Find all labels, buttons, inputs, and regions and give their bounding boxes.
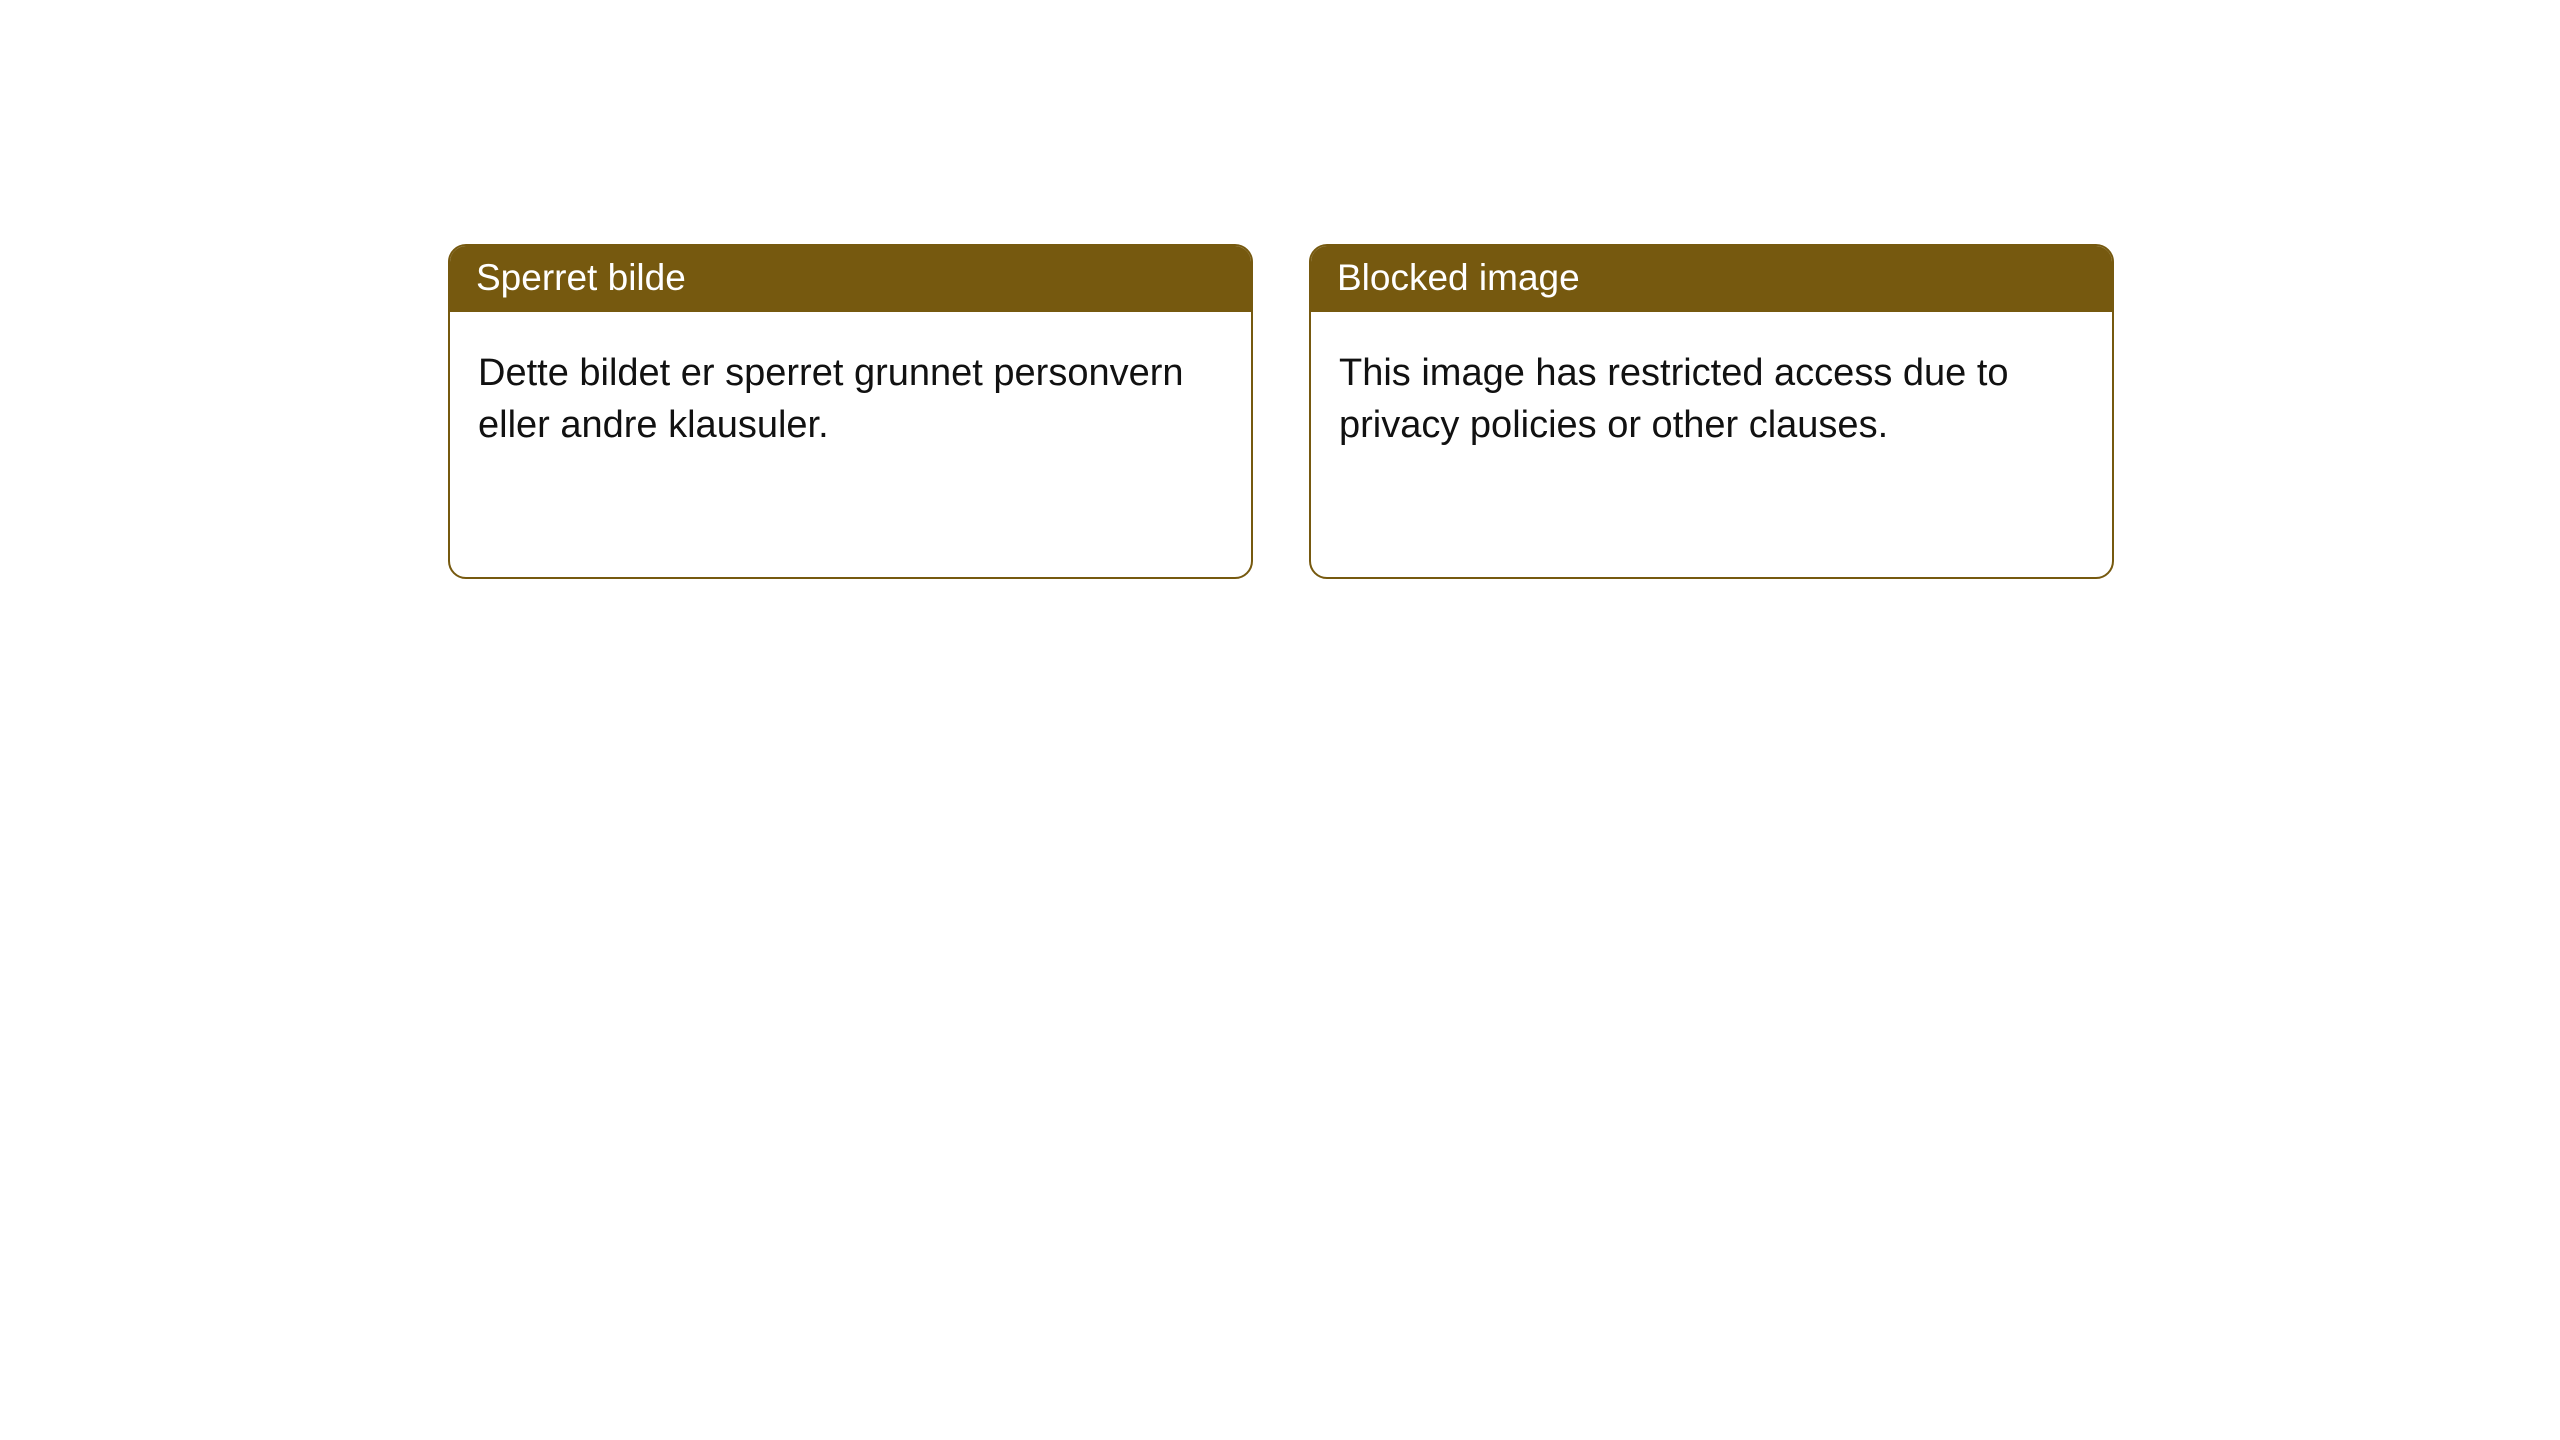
notice-card-norwegian: Sperret bilde Dette bildet er sperret gr… <box>448 244 1253 579</box>
notice-body: Dette bildet er sperret grunnet personve… <box>450 312 1251 487</box>
notice-body: This image has restricted access due to … <box>1311 312 2112 487</box>
notice-container: Sperret bilde Dette bildet er sperret gr… <box>0 0 2560 579</box>
notice-card-english: Blocked image This image has restricted … <box>1309 244 2114 579</box>
notice-header: Blocked image <box>1311 246 2112 312</box>
notice-header: Sperret bilde <box>450 246 1251 312</box>
